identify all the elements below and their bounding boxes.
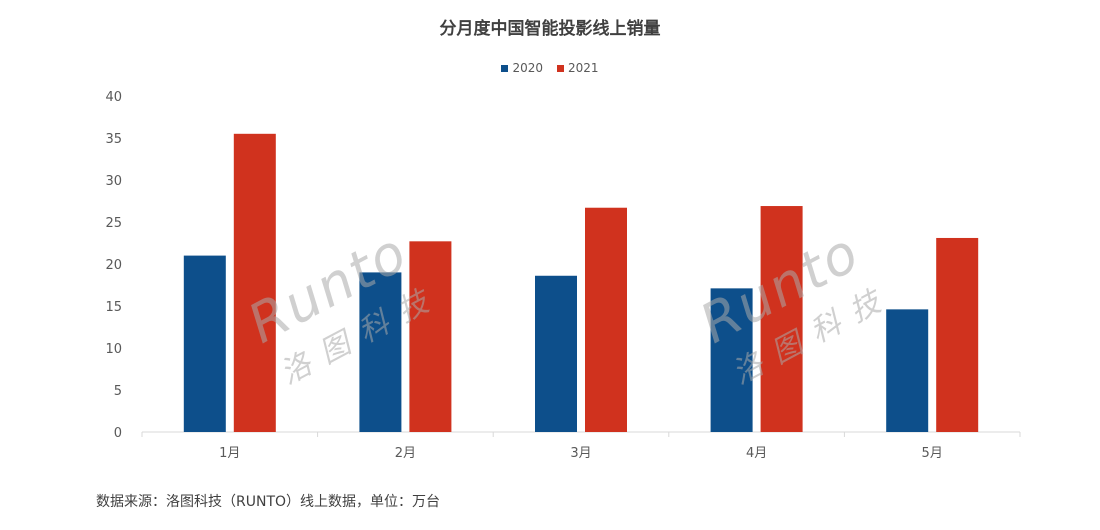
y-tick-label: 35 <box>105 132 122 147</box>
legend-label-2020: 2020 <box>512 61 543 75</box>
y-tick-label: 20 <box>105 258 122 273</box>
legend-item-2021: 2021 <box>557 61 599 75</box>
bar-2021-5月 <box>936 237 979 432</box>
bar-2020-5月 <box>886 309 929 432</box>
x-tick-label: 1月 <box>219 446 240 461</box>
bar-2020-1月 <box>183 255 226 432</box>
legend-item-2020: 2020 <box>501 61 543 75</box>
bar-2020-4月 <box>710 288 753 432</box>
y-tick-label: 40 <box>105 90 122 105</box>
legend-label-2021: 2021 <box>568 61 599 75</box>
x-tick-label: 5月 <box>922 446 943 461</box>
y-tick-label: 10 <box>105 342 122 357</box>
y-tick-label: 30 <box>105 174 122 189</box>
bar-2020-3月 <box>535 275 577 432</box>
x-tick-label: 3月 <box>570 446 591 461</box>
y-tick-label: 0 <box>114 426 122 441</box>
y-tick-label: 25 <box>105 216 122 231</box>
legend-swatch-2021 <box>557 64 564 72</box>
x-tick-label: 4月 <box>746 446 767 461</box>
bar-2021-4月 <box>760 206 803 432</box>
bar-2021-1月 <box>233 133 276 433</box>
y-tick-label: 5 <box>114 384 122 399</box>
bar-2020-2月 <box>359 272 402 432</box>
y-tick-label: 15 <box>105 300 122 315</box>
chart-title: 分月度中国智能投影线上销量 <box>439 19 661 39</box>
source-note: 数据来源：洛图科技（RUNTO）线上数据，单位：万台 <box>96 494 441 510</box>
legend-swatch-2020 <box>501 64 509 72</box>
legend: 2020 2021 <box>0 61 1100 75</box>
x-tick-label: 2月 <box>395 446 416 461</box>
bar-2021-2月 <box>409 241 452 432</box>
bar-2021-3月 <box>585 207 627 432</box>
